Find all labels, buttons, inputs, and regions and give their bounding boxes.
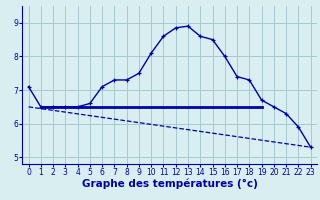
X-axis label: Graphe des températures (°c): Graphe des températures (°c) (82, 179, 258, 189)
